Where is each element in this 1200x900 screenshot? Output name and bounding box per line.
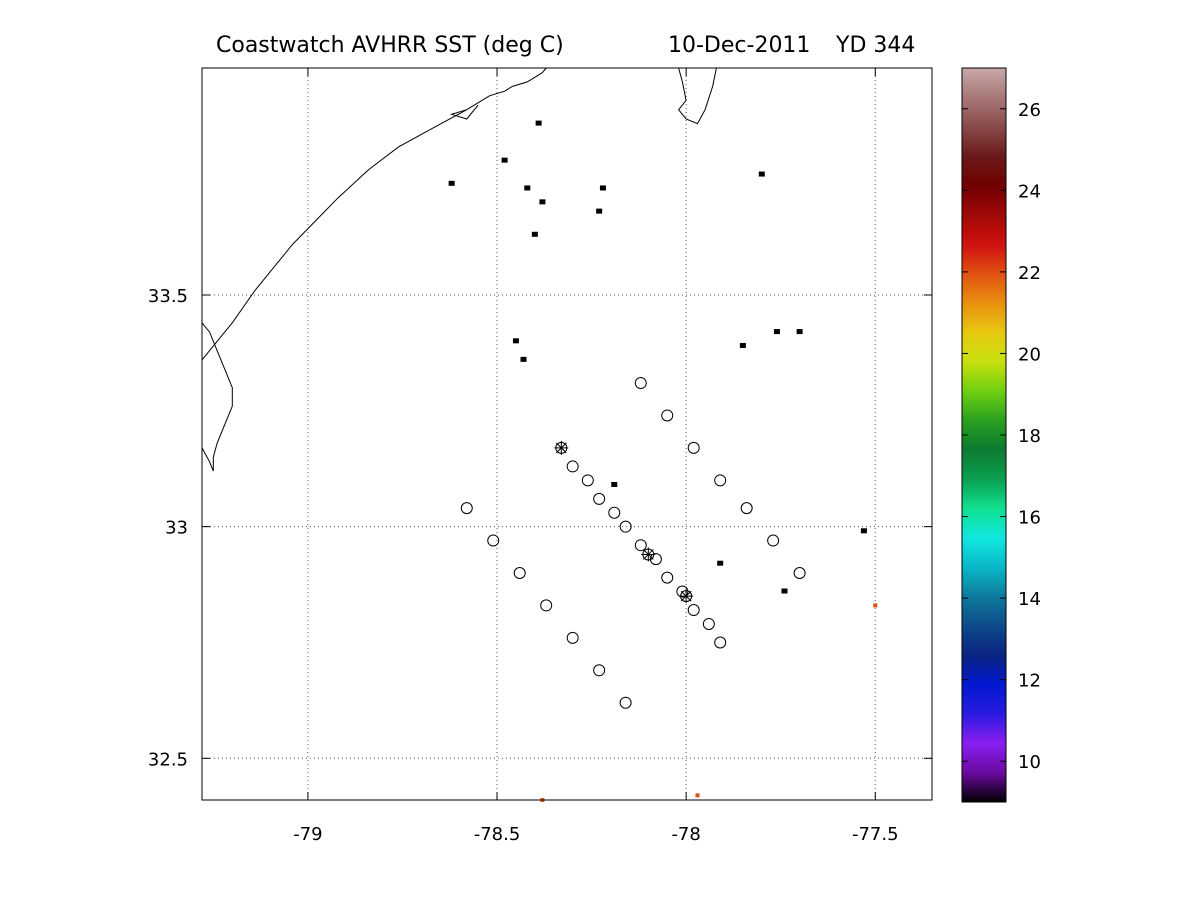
coastline-cape — [677, 67, 717, 125]
plot-area: -79 -78.5 -78 -77.5 32.5 33 33.5 — [148, 67, 933, 845]
sst-pixel — [860, 528, 867, 534]
station-marker — [460, 502, 473, 515]
station-star-line — [642, 549, 654, 560]
colorbar: 10 12 14 16 18 20 22 24 26 — [961, 67, 1041, 803]
station-marker — [593, 492, 606, 505]
station-marker — [714, 474, 727, 487]
station-marker — [634, 539, 647, 552]
sst-pixel — [758, 171, 765, 177]
sst-pixel — [520, 356, 527, 362]
y-tick-label: 33 — [165, 518, 188, 539]
sst-pixel — [531, 231, 538, 237]
station-marker — [661, 409, 674, 422]
colorbar-tick-label: 10 — [1018, 752, 1041, 773]
coastline-inlet — [449, 104, 479, 120]
station-marker — [687, 441, 700, 454]
x-tick-label: -79 — [293, 824, 322, 845]
sst-pixel — [781, 588, 788, 594]
sst-pixels — [448, 120, 878, 802]
station-star-line — [555, 442, 567, 454]
colorbar-tick-label: 26 — [1018, 100, 1041, 121]
colorbar-gradient — [961, 67, 1007, 803]
sst-pixel — [524, 185, 531, 191]
station-star-marker — [679, 589, 694, 604]
sst-pixel — [539, 199, 546, 205]
sst-pixel — [611, 481, 618, 487]
sst-pixel — [717, 560, 724, 566]
chart-yearday: YD 344 — [835, 33, 915, 58]
station-marker — [714, 636, 727, 649]
colorbar-ticks: 10 12 14 16 18 20 22 24 26 — [962, 100, 1041, 773]
plot-frame — [201, 67, 933, 801]
station-marker — [676, 585, 689, 598]
station-marker — [566, 460, 579, 473]
station-marker — [513, 566, 526, 579]
x-tick-label: -78 — [671, 824, 700, 845]
chart-date: 10-Dec-2011 — [668, 33, 810, 58]
colorbar-tick-label: 18 — [1018, 426, 1041, 447]
coastline-main — [201, 67, 547, 361]
colorbar-tick-label: 16 — [1018, 508, 1041, 529]
coastline-inner — [201, 322, 233, 472]
colorbar-tick-label: 12 — [1018, 671, 1041, 692]
y-tick-label: 32.5 — [148, 749, 188, 770]
sst-pixel — [596, 208, 603, 214]
station-marker — [634, 377, 647, 390]
station-star-marker — [641, 547, 656, 562]
sst-pixel — [448, 180, 455, 186]
station-marker — [687, 604, 700, 617]
sst-pixel-warm — [695, 793, 700, 798]
station-marker — [619, 696, 632, 709]
coastline — [201, 67, 717, 472]
colorbar-tick-label: 24 — [1018, 181, 1041, 202]
x-tick-label: -77.5 — [852, 824, 899, 845]
grid-lines — [202, 68, 932, 800]
sst-pixel — [535, 120, 542, 126]
sst-pixel — [773, 329, 780, 335]
station-marker — [608, 506, 621, 519]
colorbar-tick-label: 22 — [1018, 263, 1041, 284]
station-star-marker — [554, 440, 569, 455]
station-marker — [793, 566, 806, 579]
sst-pixel — [796, 329, 803, 335]
station-star-line — [680, 590, 692, 602]
station-marker — [767, 534, 780, 547]
station-marker — [581, 474, 594, 487]
colorbar-tick-label: 20 — [1018, 344, 1041, 365]
y-tick-label: 33.5 — [148, 286, 188, 307]
station-marker — [487, 534, 500, 547]
station-marker — [566, 631, 579, 644]
axis-ticks: -79 -78.5 -78 -77.5 32.5 33 33.5 — [148, 68, 932, 845]
station-marker — [619, 520, 632, 533]
sst-pixel — [512, 338, 519, 344]
station-marker — [593, 664, 606, 677]
sst-pixel — [739, 342, 746, 348]
sst-pixel — [501, 157, 508, 163]
station-markers — [460, 377, 806, 709]
station-marker — [740, 502, 753, 515]
station-marker — [702, 617, 715, 630]
sst-pixel-warm — [873, 603, 878, 608]
chart-title: Coastwatch AVHRR SST (deg C) — [216, 33, 564, 58]
sst-pixel — [599, 185, 606, 191]
station-marker — [540, 599, 553, 612]
x-tick-label: -78.5 — [474, 824, 521, 845]
colorbar-tick-label: 14 — [1018, 589, 1041, 610]
station-marker — [661, 571, 674, 584]
